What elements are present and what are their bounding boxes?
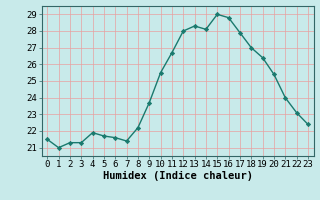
X-axis label: Humidex (Indice chaleur): Humidex (Indice chaleur) [103, 171, 252, 181]
